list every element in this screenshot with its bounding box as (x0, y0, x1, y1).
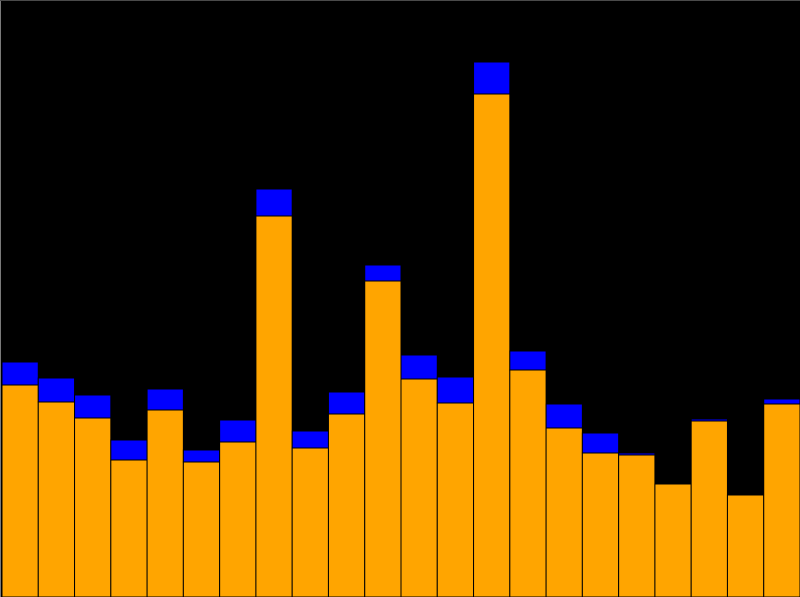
bar-upper-segment-9 (291, 430, 329, 449)
bar-upper-segment-4 (110, 439, 148, 461)
bar-upper-segment-18 (618, 452, 656, 456)
bar-upper-segment-1 (1, 361, 39, 386)
bar-lower-segment-11 (364, 280, 402, 597)
bar-upper-segment-7 (219, 419, 257, 443)
bar-lower-segment-8 (255, 215, 293, 597)
bar-lower-segment-15 (509, 369, 547, 597)
bar-upper-segment-16 (545, 403, 583, 429)
bar-lower-segment-12 (400, 378, 438, 597)
bar-upper-segment-2 (37, 377, 76, 403)
bar-lower-segment-22 (763, 403, 800, 597)
bar-upper-segment-11 (364, 264, 402, 282)
bar-lower-segment-3 (74, 417, 112, 597)
bar-upper-segment-14 (473, 61, 511, 95)
bar-lower-segment-9 (291, 447, 329, 597)
bar-upper-segment-3 (74, 394, 112, 419)
bar-lower-segment-6 (182, 461, 221, 597)
bar-upper-segment-20 (690, 418, 728, 422)
bar-lower-segment-20 (690, 420, 728, 597)
bar-lower-segment-16 (545, 427, 583, 597)
bar-upper-segment-10 (327, 391, 366, 415)
bar-lower-segment-5 (146, 409, 184, 597)
bar-lower-segment-10 (327, 413, 366, 597)
bar-lower-segment-4 (110, 459, 148, 597)
bar-lower-segment-1 (1, 384, 39, 597)
bar-upper-segment-12 (400, 354, 438, 380)
bar-upper-segment-15 (509, 350, 547, 371)
bar-lower-segment-14 (473, 93, 511, 597)
bar-lower-segment-21 (726, 494, 765, 597)
bar-upper-segment-6 (182, 449, 221, 463)
bar-upper-segment-8 (255, 188, 293, 217)
bar-lower-segment-2 (37, 401, 76, 597)
bar-lower-segment-19 (654, 483, 692, 597)
bar-lower-segment-13 (436, 402, 475, 597)
bar-upper-segment-5 (146, 388, 184, 411)
bar-lower-segment-7 (219, 441, 257, 597)
bars-layer (1, 61, 800, 597)
bar-upper-segment-17 (581, 432, 620, 454)
bar-upper-segment-13 (436, 376, 475, 404)
bar-lower-segment-17 (581, 452, 620, 597)
bar-lower-segment-18 (618, 454, 656, 597)
bar-upper-segment-22 (763, 398, 800, 405)
